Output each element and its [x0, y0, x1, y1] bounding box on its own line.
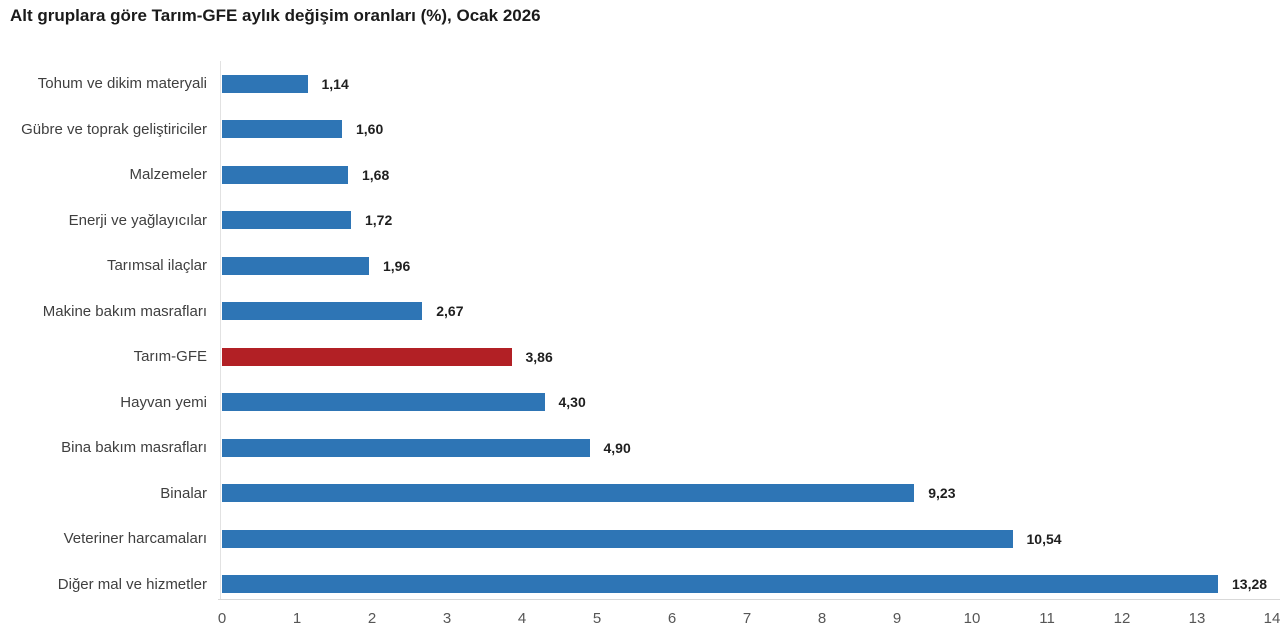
value-label: 10,54 — [1026, 530, 1062, 547]
x-tick-label: 9 — [892, 610, 902, 627]
value-label: 4,30 — [558, 394, 586, 411]
value-label: 2,67 — [436, 303, 464, 320]
bar-row: Tarımsal ilaçlar 1,96 — [0, 243, 1280, 289]
bar — [222, 484, 915, 503]
x-tick-label: 11 — [1039, 610, 1055, 627]
category-label: Diğer mal ve hizmetler — [57, 575, 207, 593]
x-tick-label: 4 — [517, 610, 527, 627]
category-label: Enerji ve yağlayıcılar — [68, 211, 207, 229]
x-tick-label: 5 — [592, 610, 602, 627]
category-label: Tarım-GFE — [133, 348, 207, 366]
x-axis-ticks: 0 1 2 3 4 5 6 7 8 9 10 11 12 13 14 — [0, 610, 1280, 634]
x-tick-label: 13 — [1188, 610, 1206, 627]
category-label: Gübre ve toprak geliştiriciler — [21, 120, 207, 138]
x-tick-label: 2 — [367, 610, 377, 627]
bar-row: Gübre ve toprak geliştiriciler 1,60 — [0, 107, 1280, 153]
bar — [222, 393, 545, 412]
bar — [222, 438, 590, 457]
y-axis-line — [220, 61, 221, 600]
x-tick-label: 7 — [742, 610, 752, 627]
category-label: Makine bakım masrafları — [42, 302, 207, 320]
bar-rows: Tohum ve dikim materyali 1,14 Gübre ve top… — [0, 61, 1280, 607]
bar-row: Malzemeler 1,68 — [0, 152, 1280, 198]
value-label: 1,60 — [356, 121, 384, 138]
category-label: Malzemeler — [129, 166, 207, 184]
bar-row: Bina bakım masrafları 4,90 — [0, 425, 1280, 471]
bar — [222, 120, 342, 139]
x-axis-line — [218, 599, 1280, 600]
chart-title: Alt gruplara göre Tarım-GFE aylık değişi… — [10, 6, 541, 25]
value-label: 4,90 — [603, 439, 631, 456]
value-label: 1,68 — [362, 166, 390, 183]
x-tick-label: 1 — [292, 610, 302, 627]
bar — [222, 74, 308, 93]
bar-row: Diğer mal ve hizmetler 13,28 — [0, 562, 1280, 608]
value-label: 13,28 — [1232, 576, 1268, 593]
bar-row: Tohum ve dikim materyali 1,14 — [0, 61, 1280, 107]
category-label: Hayvan yemi — [120, 393, 207, 411]
category-label: Tohum ve dikim materyali — [37, 75, 207, 93]
bar-row: Tarım-GFE 3,86 — [0, 334, 1280, 380]
bar — [222, 575, 1218, 594]
category-label: Bina bakım masrafları — [61, 439, 207, 457]
bar-row: Hayvan yemi 4,30 — [0, 380, 1280, 426]
bar-row: Makine bakım masrafları 2,67 — [0, 289, 1280, 335]
bar — [222, 256, 369, 275]
bar — [222, 211, 351, 230]
value-label: 1,96 — [383, 257, 411, 274]
category-label: Veteriner harcamaları — [63, 530, 207, 548]
x-tick-label: 0 — [217, 610, 227, 627]
x-tick-label: 14 — [1263, 610, 1280, 627]
bar — [222, 165, 348, 184]
category-label: Binalar — [160, 484, 207, 502]
x-tick-label: 3 — [442, 610, 452, 627]
x-tick-label: 12 — [1113, 610, 1131, 627]
bar — [222, 529, 1013, 548]
highlight-bar — [222, 347, 512, 366]
bar-row: Enerji ve yağlayıcılar 1,72 — [0, 198, 1280, 244]
value-label: 9,23 — [928, 485, 956, 502]
value-label: 1,72 — [365, 212, 393, 229]
value-label: 1,14 — [321, 75, 349, 92]
bar-row: Veteriner harcamaları 10,54 — [0, 516, 1280, 562]
x-tick-label: 8 — [817, 610, 827, 627]
x-tick-label: 10 — [963, 610, 981, 627]
category-label: Tarımsal ilaçlar — [106, 257, 207, 275]
x-tick-label: 6 — [667, 610, 677, 627]
bar — [222, 302, 423, 321]
value-label: 3,86 — [525, 348, 553, 365]
bar-row: Binalar 9,23 — [0, 471, 1280, 517]
